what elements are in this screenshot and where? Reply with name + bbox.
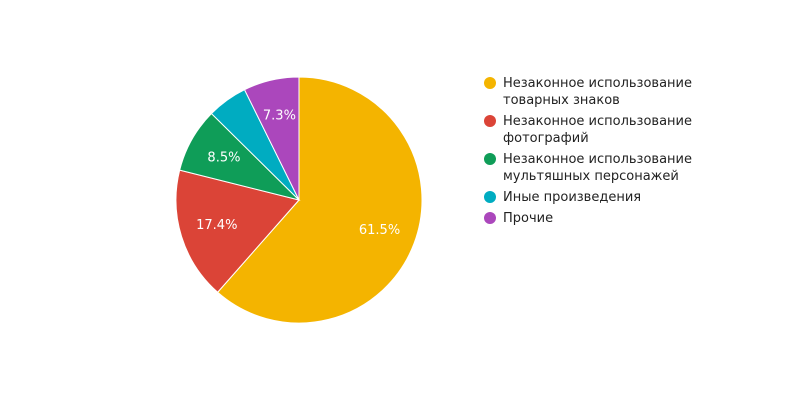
legend-item-0[interactable]: Незаконное использование товарных знаков	[484, 75, 694, 109]
legend-item-4[interactable]: Прочие	[484, 210, 694, 227]
slice-label-2: 8.5%	[207, 150, 240, 165]
legend-swatch-icon	[484, 115, 496, 127]
legend-label: Иные произведения	[503, 190, 642, 205]
legend-item-1[interactable]: Незаконное использование фотографий	[484, 113, 694, 147]
legend-label: Незаконное использование товарных знаков	[503, 76, 693, 108]
legend-swatch-icon	[484, 77, 496, 89]
pie-slice-1[interactable]	[175, 169, 300, 293]
pie-slice-0[interactable]	[216, 76, 423, 324]
legend-swatch-icon	[484, 191, 496, 203]
legend-label: Незаконное использование мультяшных перс…	[503, 152, 693, 184]
legend-item-3[interactable]: Иные произведения	[484, 189, 694, 206]
legend-swatch-icon	[484, 153, 496, 165]
legend-label: Незаконное использование фотографий	[503, 114, 693, 146]
pie-slice-4[interactable]	[243, 76, 300, 201]
chart-legend: Незаконное использование товарных знаков…	[484, 75, 694, 231]
slice-label-4: 7.3%	[263, 109, 296, 124]
legend-item-2[interactable]: Незаконное использование мультяшных перс…	[484, 151, 694, 185]
slice-label-0: 61.5%	[359, 223, 400, 238]
legend-swatch-icon	[484, 212, 496, 224]
legend-label: Прочие	[503, 211, 554, 226]
slice-label-1: 17.4%	[196, 218, 237, 233]
